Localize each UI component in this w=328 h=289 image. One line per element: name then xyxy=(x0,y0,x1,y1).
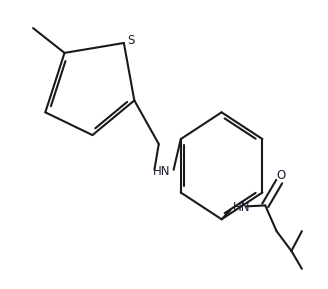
Text: HN: HN xyxy=(153,165,171,178)
Text: O: O xyxy=(276,169,285,182)
Text: HN: HN xyxy=(233,201,251,214)
Text: S: S xyxy=(127,34,135,47)
